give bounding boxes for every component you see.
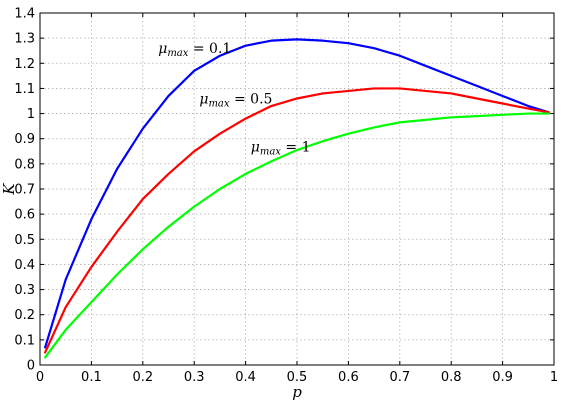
y-tick-label: 0.7 [14,183,35,198]
x-tick-label: 0.7 [389,370,410,385]
y-tick-label: 0.2 [14,308,35,323]
series-annotation-1: μmax = 0.1 [158,41,231,59]
x-tick-label: 0.3 [184,370,205,385]
y-tick-label: 0 [27,359,35,374]
x-tick-label: 0.2 [132,370,153,385]
y-tick-label: 0.5 [14,233,35,248]
y-tick-label: 1.4 [14,7,35,22]
y-tick-label: 1 [27,107,35,122]
y-axis-label: K [0,183,18,196]
x-tick-label: 0.6 [338,370,359,385]
y-tick-label: 0.8 [14,157,35,172]
y-tick-label: 0.1 [14,333,35,348]
x-tick-label: 0.4 [235,370,256,385]
grid [40,13,554,365]
y-tick-label: 0.3 [14,283,35,298]
series-annotation-2: μmax = 0.5 [199,92,272,110]
series-line-2 [44,87,550,354]
annotations: μmax = 0.1 μmax = 0.5 μmax = 1 [158,41,310,157]
x-tick-label: 0 [36,370,44,385]
series-line-3 [44,112,550,359]
y-tick-label: 0.6 [14,208,35,223]
series-group [44,38,550,359]
x-tick-label: 0.9 [492,370,513,385]
series-annotation-3: μmax = 1 [251,139,311,157]
x-tick-label: 0.5 [287,370,308,385]
y-tick-label: 1.1 [14,82,35,97]
y-tick-label: 1.2 [14,57,35,72]
x-tick-label: 0.1 [81,370,102,385]
x-tick-label: 1 [550,370,558,385]
x-tick-label: 0.8 [441,370,462,385]
y-tick-label: 0.4 [14,258,35,273]
axis-ticks [39,12,555,366]
y-tick-label: 1.3 [14,32,35,47]
tick-labels: 0 0.1 0.2 0.3 0.4 0.5 0.6 0.7 0.8 0.9 1 0 0.1 0.2 0.3 0… [14,7,558,386]
series-line-1 [44,38,550,349]
x-axis-label: p [292,383,302,400]
y-tick-label: 0.9 [14,132,35,147]
